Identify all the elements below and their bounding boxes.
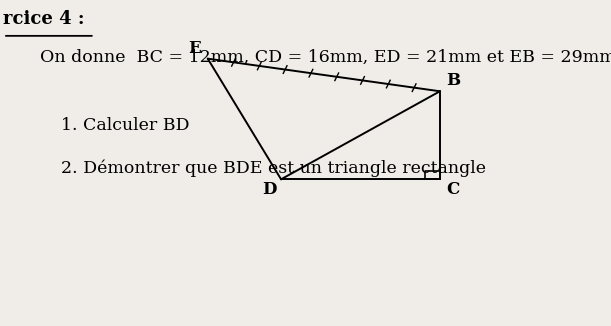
Text: 2. Démontrer que BDE est un triangle rectangle: 2. Démontrer que BDE est un triangle rec… xyxy=(61,160,486,177)
Text: D: D xyxy=(263,182,277,199)
Text: On donne  BC = 12mm, CD = 16mm, ED = 21mm et EB = 29mm: On donne BC = 12mm, CD = 16mm, ED = 21mm… xyxy=(40,49,611,66)
Text: 1. Calculer BD: 1. Calculer BD xyxy=(61,117,189,134)
Text: C: C xyxy=(447,182,460,199)
Text: B: B xyxy=(447,72,461,89)
Text: rcice 4 :: rcice 4 : xyxy=(3,10,84,28)
Text: E: E xyxy=(188,39,201,56)
